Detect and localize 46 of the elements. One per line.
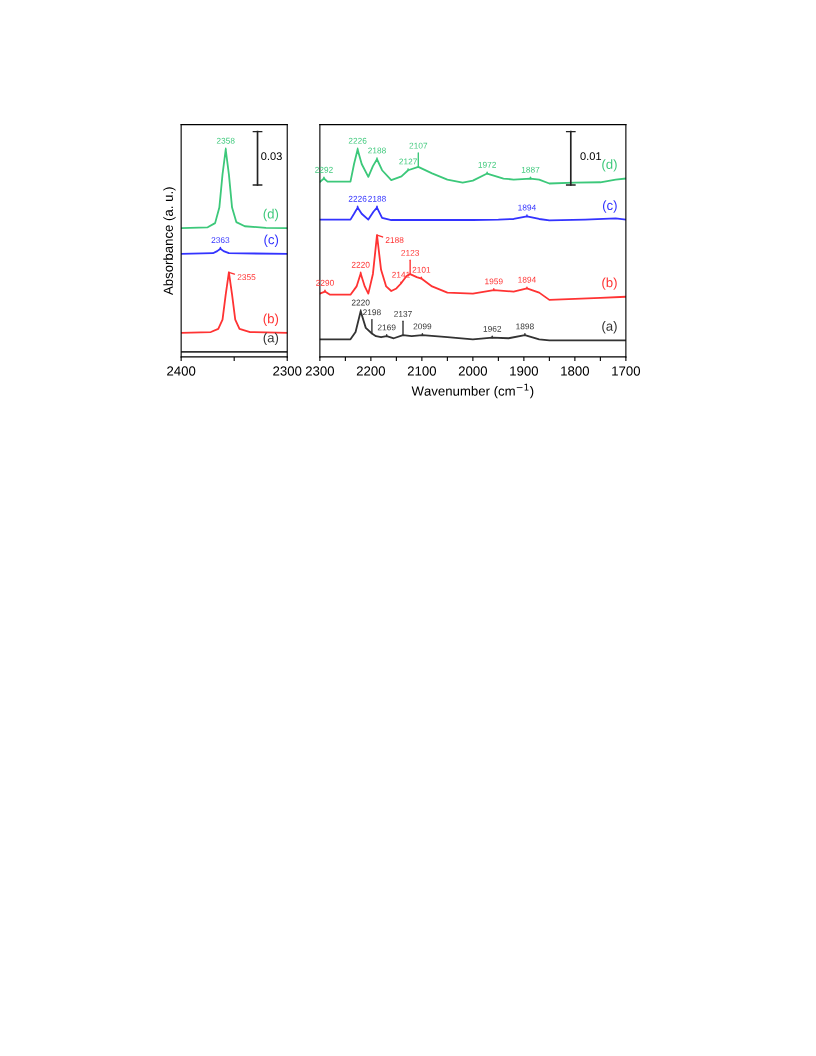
annotation: 2226 (348, 195, 367, 202)
annotation: 2363 (211, 237, 230, 244)
annotation: 1959 (485, 278, 503, 285)
annotation: 1898 (516, 323, 534, 330)
annotation: 2355 (237, 274, 256, 281)
annotation: 2226 (348, 137, 367, 144)
annotation: 2188 (385, 237, 404, 243)
annotation: 2099 (413, 323, 432, 330)
annotation: 1894 (518, 276, 536, 283)
x-tick-label: 2400 (167, 366, 196, 376)
series-label: (c) (602, 200, 617, 213)
x-tick-label: 1800 (561, 366, 590, 376)
series-label: (b) (602, 277, 617, 290)
annotation: 1894 (518, 204, 536, 211)
annotation: 2220 (351, 299, 370, 306)
annotation: 2188 (368, 147, 386, 154)
x-tick-label: 1900 (510, 366, 539, 376)
annotation: 0.03 (261, 152, 282, 161)
annotation: 1972 (478, 161, 496, 168)
x-tick-label: 1700 (612, 366, 641, 376)
annotation: 2220 (351, 261, 370, 268)
x-tick-label: 2300 (273, 366, 302, 376)
x-tick-label: 2300 (305, 366, 335, 376)
series-label: (d) (263, 208, 279, 222)
x-tick-label: 2000 (458, 366, 488, 376)
annotation: 1962 (483, 325, 502, 332)
x-axis-title: Wavenumber (cm$^{−1}$) (411, 383, 534, 399)
series-label: (a) (263, 332, 279, 345)
annotation: 0.01 (580, 152, 602, 161)
series-label: (c) (264, 234, 279, 247)
annotation: 2198 (363, 309, 381, 316)
x-tick-label: 2200 (356, 366, 386, 376)
annotation: 2358 (216, 137, 235, 144)
annotation: 2107 (409, 142, 428, 149)
annotation: 2169 (377, 324, 396, 331)
series-label: (b) (263, 313, 279, 326)
x-tick-label: 2100 (407, 366, 437, 376)
annotation: 1887 (521, 166, 540, 173)
y-axis-title: Absorbance (a. u.) (163, 187, 176, 296)
annotation: 2127 (399, 158, 417, 165)
series-label: (d) (602, 159, 617, 172)
annotation: 2123 (401, 249, 420, 256)
annotation: 2188 (368, 195, 386, 202)
series-label: (a) (602, 321, 617, 334)
annotation: 2101 (412, 266, 431, 273)
annotation: 2137 (394, 310, 412, 317)
